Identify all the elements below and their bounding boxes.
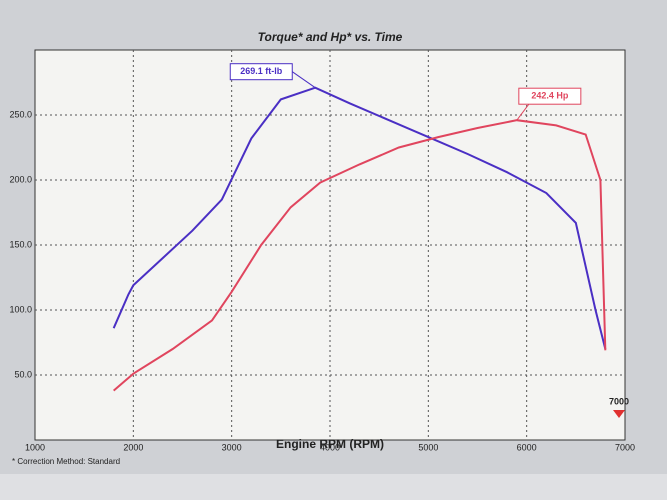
x-tick-label: 7000 — [615, 442, 635, 452]
annotation-arrow — [291, 71, 316, 89]
y-tick-label: 200.0 — [9, 174, 32, 184]
footnote: * Correction Method: Standard — [12, 457, 120, 466]
x-tick-label: 4000 — [320, 442, 340, 452]
marker — [613, 410, 625, 418]
annotation: 269.1 ft-lb — [240, 66, 283, 76]
chart-title: Torque* and Hp* vs. Time — [258, 30, 403, 44]
x-tick-label: 3000 — [222, 442, 242, 452]
y-tick-label: 150.0 — [9, 239, 32, 249]
x-tick-label: 5000 — [418, 442, 438, 452]
y-tick-label: 50.0 — [14, 369, 32, 379]
x-tick-label: 1000 — [25, 442, 45, 452]
y-tick-label: 250.0 — [9, 109, 32, 119]
annotation: 7000 — [609, 396, 629, 406]
series-line — [113, 119, 607, 392]
x-axis-label: Engine RPM (RPM) — [276, 437, 384, 451]
series-line — [112, 86, 607, 350]
annotation-arrow — [516, 103, 530, 121]
annotation: 242.4 Hp — [531, 91, 569, 101]
annotation-box — [518, 87, 582, 105]
x-tick-label: 6000 — [517, 442, 537, 452]
x-tick-label: 2000 — [123, 442, 143, 452]
y-tick-label: 100.0 — [9, 304, 32, 314]
status-bar — [0, 474, 667, 500]
